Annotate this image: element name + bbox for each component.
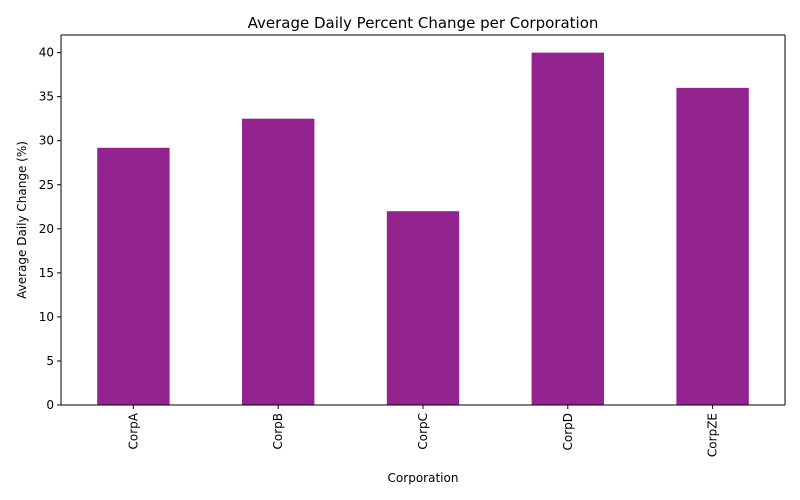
- x-tick-label: CorpC: [416, 413, 430, 450]
- y-tick-label: 20: [39, 222, 54, 236]
- bars-group: [97, 52, 749, 405]
- y-axis: 0 5 10 15 20 25 30 35 40: [39, 46, 61, 412]
- bar-corpa: [97, 147, 170, 405]
- x-tick-label: CorpD: [561, 413, 575, 451]
- bar-corpd: [531, 52, 604, 405]
- x-tick-label: CorpZE: [706, 413, 720, 457]
- x-axis: CorpA CorpB CorpC CorpD CorpZE: [126, 405, 720, 457]
- y-tick-label: 40: [39, 46, 54, 60]
- x-tick-label: CorpB: [271, 413, 285, 450]
- x-tick-label: CorpA: [126, 412, 140, 449]
- y-tick-label: 15: [39, 266, 54, 280]
- y-axis-label: Average Daily Change (%): [15, 141, 29, 299]
- y-tick-label: 5: [46, 354, 54, 368]
- y-tick-label: 35: [39, 90, 54, 104]
- bar-corpze: [676, 87, 749, 405]
- y-tick-label: 10: [39, 310, 54, 324]
- x-axis-label: Corporation: [388, 471, 459, 485]
- bar-corpc: [386, 211, 460, 405]
- y-tick-label: 30: [39, 134, 54, 148]
- y-tick-label: 25: [39, 178, 54, 192]
- bar-corpb: [242, 118, 315, 405]
- chart-title: Average Daily Percent Change per Corpora…: [248, 14, 599, 32]
- y-tick-label: 0: [46, 398, 54, 412]
